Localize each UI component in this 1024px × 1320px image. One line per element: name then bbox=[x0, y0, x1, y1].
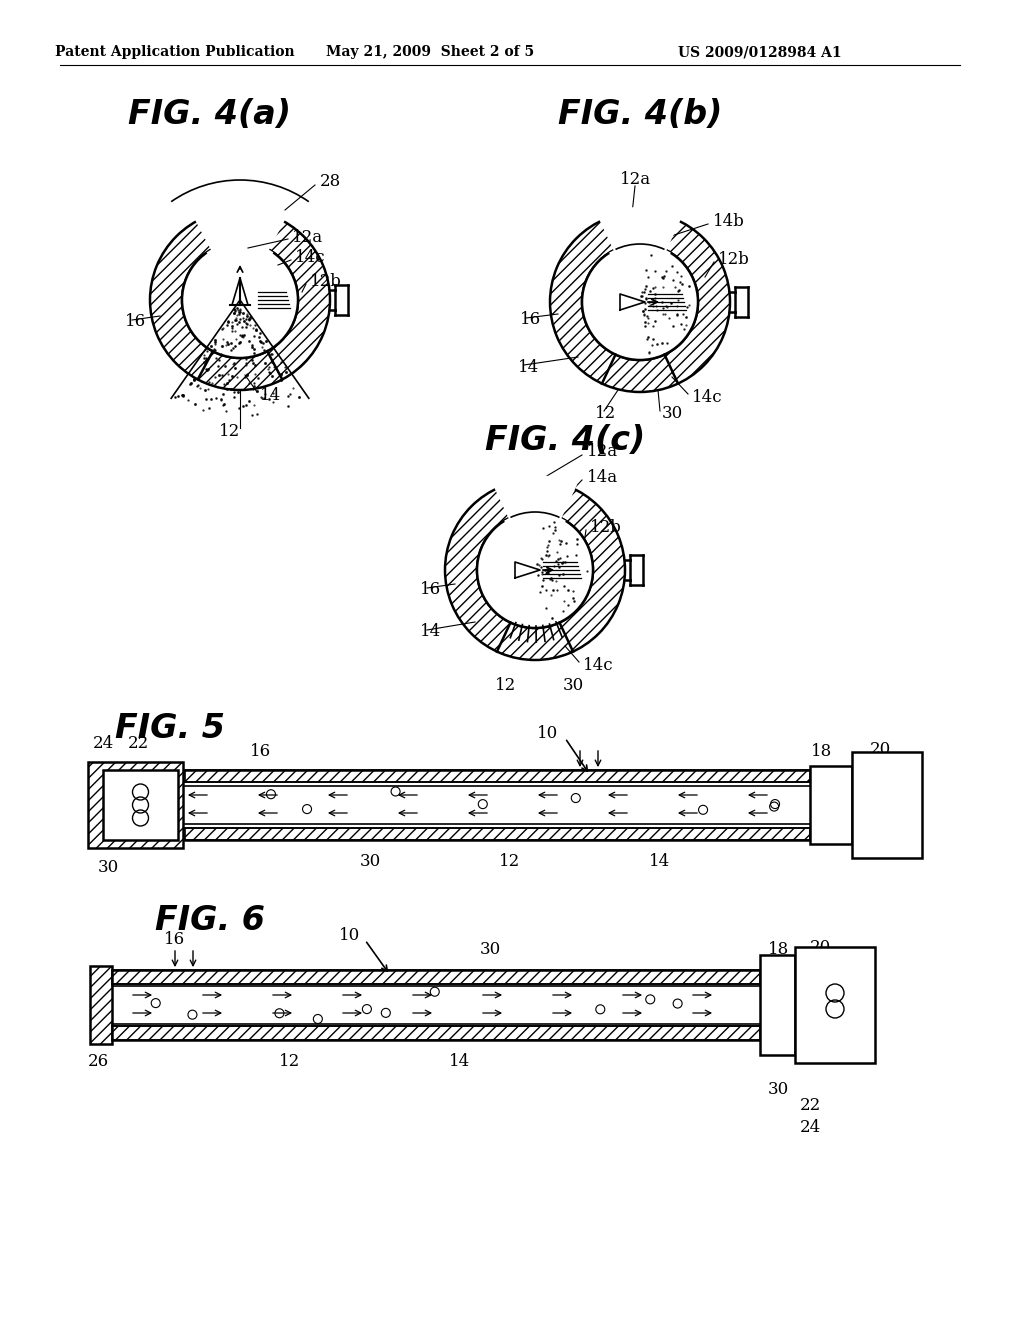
Text: 12b: 12b bbox=[718, 252, 750, 268]
Text: 14: 14 bbox=[420, 623, 441, 640]
Text: 18: 18 bbox=[811, 743, 833, 760]
Bar bbox=[800, 952, 868, 1059]
Wedge shape bbox=[150, 210, 330, 389]
Text: 12: 12 bbox=[280, 1053, 301, 1071]
Text: 28: 28 bbox=[319, 173, 341, 190]
Text: FIG. 6: FIG. 6 bbox=[155, 903, 265, 936]
Text: FIG. 4(b): FIG. 4(b) bbox=[558, 99, 722, 132]
Text: 10: 10 bbox=[339, 928, 360, 945]
Bar bbox=[90, 966, 112, 1044]
Wedge shape bbox=[197, 207, 284, 300]
Text: FIG. 4(a): FIG. 4(a) bbox=[128, 99, 292, 132]
Text: 16: 16 bbox=[165, 932, 185, 949]
Bar bbox=[852, 752, 922, 858]
Bar bbox=[185, 770, 810, 781]
Wedge shape bbox=[507, 513, 563, 570]
Wedge shape bbox=[612, 246, 668, 302]
Circle shape bbox=[582, 244, 698, 360]
Wedge shape bbox=[615, 244, 665, 302]
Text: FIG. 5: FIG. 5 bbox=[115, 711, 225, 744]
Wedge shape bbox=[210, 244, 270, 300]
Wedge shape bbox=[601, 209, 679, 302]
Text: 20: 20 bbox=[810, 940, 831, 957]
Text: 12: 12 bbox=[495, 676, 516, 693]
Wedge shape bbox=[445, 480, 625, 660]
Bar bbox=[795, 946, 874, 1063]
Wedge shape bbox=[550, 213, 730, 392]
Bar bbox=[88, 762, 183, 847]
Text: 12: 12 bbox=[595, 405, 616, 422]
Text: 12b: 12b bbox=[310, 273, 342, 290]
Text: US 2009/0128984 A1: US 2009/0128984 A1 bbox=[678, 45, 842, 59]
Bar bbox=[185, 828, 810, 840]
Text: 16: 16 bbox=[520, 312, 541, 329]
Text: 16: 16 bbox=[125, 314, 146, 330]
Text: 30: 30 bbox=[359, 854, 381, 870]
Text: 12b: 12b bbox=[590, 520, 622, 536]
Bar bbox=[112, 970, 760, 983]
Bar bbox=[103, 770, 178, 840]
Text: 26: 26 bbox=[88, 1053, 110, 1071]
Text: 16: 16 bbox=[250, 743, 270, 760]
Text: May 21, 2009  Sheet 2 of 5: May 21, 2009 Sheet 2 of 5 bbox=[326, 45, 535, 59]
Circle shape bbox=[477, 512, 593, 628]
Text: 30: 30 bbox=[563, 676, 585, 693]
Bar bbox=[810, 766, 852, 843]
Text: 24: 24 bbox=[800, 1119, 821, 1137]
Text: 12: 12 bbox=[219, 424, 241, 441]
Text: 14c: 14c bbox=[692, 388, 723, 405]
Circle shape bbox=[182, 242, 298, 358]
Text: 18: 18 bbox=[768, 941, 790, 958]
Text: 14b: 14b bbox=[713, 214, 744, 231]
Text: 12a: 12a bbox=[292, 228, 324, 246]
Text: 14c: 14c bbox=[583, 656, 613, 673]
Text: 22: 22 bbox=[128, 735, 150, 752]
Text: 14: 14 bbox=[260, 387, 282, 404]
Text: 16: 16 bbox=[420, 582, 441, 598]
Text: FIG. 4(c): FIG. 4(c) bbox=[485, 424, 645, 457]
Text: 30: 30 bbox=[768, 1081, 790, 1098]
Bar bbox=[760, 954, 795, 1055]
Text: 12a: 12a bbox=[620, 172, 650, 189]
Text: 30: 30 bbox=[97, 859, 119, 876]
Text: 30: 30 bbox=[662, 405, 683, 422]
Text: 12a: 12a bbox=[587, 444, 618, 461]
Text: 14: 14 bbox=[450, 1053, 471, 1071]
Wedge shape bbox=[215, 242, 264, 300]
Text: 14: 14 bbox=[518, 359, 540, 375]
Text: 14: 14 bbox=[649, 854, 671, 870]
Text: 30: 30 bbox=[479, 941, 501, 958]
Text: 12: 12 bbox=[500, 854, 520, 870]
Text: 20: 20 bbox=[869, 742, 891, 759]
Text: 14a: 14a bbox=[587, 470, 618, 487]
Text: 10: 10 bbox=[538, 726, 559, 742]
Text: 24: 24 bbox=[93, 735, 115, 752]
Text: 22: 22 bbox=[800, 1097, 821, 1114]
Text: 14c: 14c bbox=[295, 249, 326, 267]
Wedge shape bbox=[496, 477, 574, 570]
Bar bbox=[112, 1026, 760, 1040]
Text: Patent Application Publication: Patent Application Publication bbox=[55, 45, 295, 59]
